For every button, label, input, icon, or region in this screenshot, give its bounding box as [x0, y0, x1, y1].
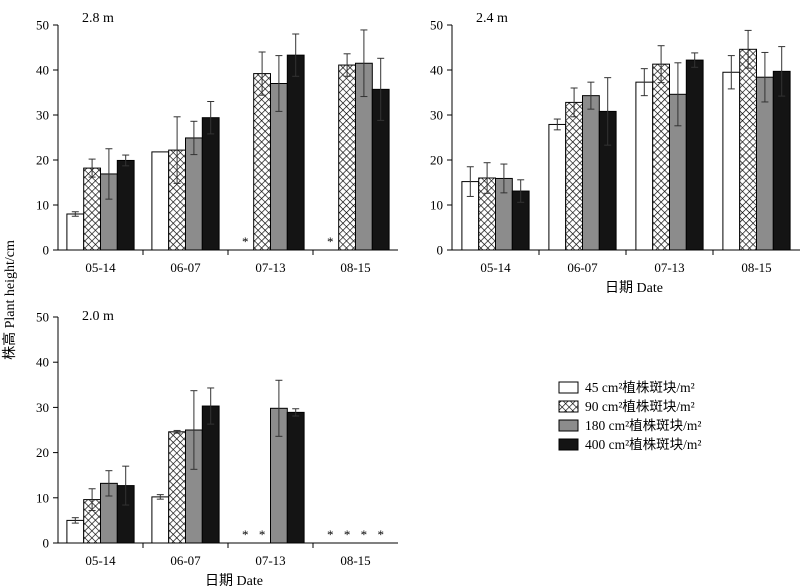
- y-tick-label: 30: [36, 400, 49, 415]
- missing-marker: *: [327, 234, 334, 249]
- legend-label-45: 45 cm²植株斑块/m²: [585, 380, 695, 395]
- bar-400-08-15: [772, 70, 791, 251]
- legend-swatch-45: [558, 381, 579, 394]
- bar-180-06-07: [582, 95, 600, 251]
- bar-45-05-14: [66, 213, 85, 251]
- x-tick-label: 05-14: [85, 553, 116, 568]
- bar-45-06-07: [548, 123, 567, 251]
- panel-label-2-4m: 2.4 m: [476, 11, 508, 26]
- bar-90-06-07: [565, 101, 584, 251]
- y-tick-label: 30: [430, 108, 443, 123]
- y-tick-label: 20: [36, 153, 49, 168]
- x-tick-label: 08-15: [340, 553, 370, 568]
- chart-panel-2-4m: 0 10 20 30 40 50 05-14 06-07 07-13 08-15: [430, 18, 800, 275]
- x-tick-label: 06-07: [170, 260, 201, 275]
- y-tick-label: 40: [36, 355, 49, 370]
- y-tick-label: 40: [430, 63, 443, 78]
- x-axis-title-panel-2-0m: 日期 Date: [205, 573, 263, 588]
- chart-panel-2-8m: 0 10 20 30 40 50 05-14 06-07 07-13 * 08-15 *: [36, 18, 398, 275]
- bar-400-07-13: [286, 411, 305, 544]
- bar-90-05-14: [83, 167, 101, 251]
- x-tick-label: 08-15: [741, 260, 771, 275]
- y-tick-label: 50: [36, 310, 49, 325]
- panel-label-2-0m: 2.0 m: [82, 309, 114, 324]
- bar-45-06-07: [151, 151, 170, 251]
- bar-90-08-15: [338, 64, 357, 251]
- y-tick-label: 50: [430, 18, 443, 33]
- bar-90-08-15: [739, 48, 758, 251]
- missing-marker: *: [327, 527, 334, 542]
- missing-marker: *: [242, 234, 249, 249]
- x-tick-label: 06-07: [567, 260, 598, 275]
- missing-marker: *: [242, 527, 249, 542]
- legend-label-90: 90 cm²植株斑块/m²: [585, 399, 695, 414]
- legend-swatch-90: [558, 400, 579, 413]
- bar-45-08-15: [722, 71, 741, 251]
- missing-marker: *: [361, 527, 368, 542]
- bar-400-07-13: [685, 59, 704, 251]
- x-tick-label: 07-13: [255, 553, 285, 568]
- x-tick-label: 07-13: [654, 260, 684, 275]
- missing-marker: *: [377, 527, 384, 542]
- legend-label-180: 180 cm²植株斑块/m²: [585, 418, 701, 433]
- bar-180-08-15: [756, 76, 774, 251]
- y-tick-label: 0: [437, 243, 444, 258]
- y-tick-label: 10: [36, 490, 49, 505]
- x-tick-label: 05-14: [480, 260, 511, 275]
- x-tick-label: 08-15: [340, 260, 370, 275]
- legend-swatch-400: [558, 438, 579, 451]
- legend: 45 cm²植株斑块/m² 90 cm²植株斑块/m² 180 cm²植株斑块/…: [558, 380, 701, 452]
- bar-400-06-07: [201, 405, 220, 544]
- missing-marker: *: [259, 527, 266, 542]
- x-tick-label: 07-13: [255, 260, 285, 275]
- legend-label-400: 400 cm²植株斑块/m²: [585, 437, 701, 452]
- y-tick-label: 10: [36, 198, 49, 213]
- y-tick-label: 50: [36, 18, 49, 33]
- bar-90-07-13: [253, 73, 271, 251]
- bar-400-07-13: [286, 54, 305, 251]
- bar-45-07-13: [635, 81, 654, 251]
- bar-400-06-07: [201, 117, 220, 251]
- bar-90-07-13: [652, 63, 671, 251]
- panel-label-2-8m: 2.8 m: [82, 11, 114, 26]
- y-tick-label: 10: [430, 198, 443, 213]
- bar-45-05-14: [66, 519, 85, 544]
- bar-45-06-07: [151, 496, 170, 544]
- x-tick-label: 05-14: [85, 260, 116, 275]
- x-tick-label: 06-07: [170, 553, 201, 568]
- y-tick-label: 30: [36, 108, 49, 123]
- y-tick-label: 20: [36, 445, 49, 460]
- chart-panel-2-0m: 0 10 20 30 40 50 05-14 06-07 07-13 * * 08-15 * * * *: [36, 310, 398, 568]
- y-tick-label: 0: [43, 536, 50, 551]
- x-axis-title-panel-2-4m: 日期 Date: [605, 280, 663, 296]
- bar-400-05-14: [116, 159, 135, 251]
- y-tick-label: 0: [43, 243, 50, 258]
- y-tick-label: 40: [36, 63, 49, 78]
- y-axis-title: 株高 Plant height/cm: [1, 240, 18, 360]
- y-tick-label: 20: [430, 153, 443, 168]
- bar-90-06-07: [168, 431, 186, 544]
- legend-swatch-180: [558, 419, 579, 432]
- missing-marker: *: [344, 527, 351, 542]
